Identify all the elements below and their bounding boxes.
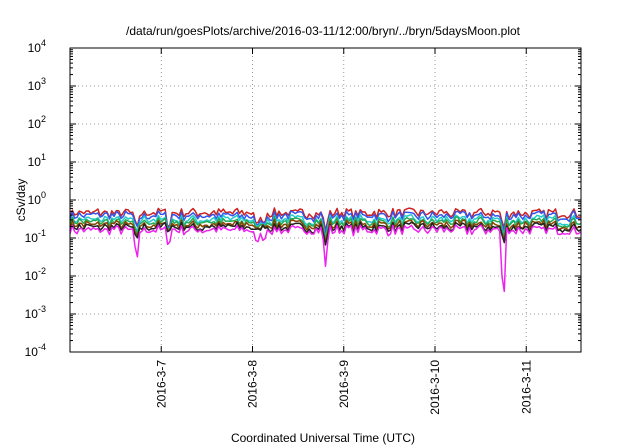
y-tick-label: 10-1 [25, 228, 46, 245]
y-tick-label: 100 [28, 190, 46, 207]
y-axis-label: cSv/day [14, 179, 28, 222]
series-line [69, 210, 582, 235]
x-axis: 2016-3-7 2016-3-8 2016-3-9 2016-3-10 2016-3-… [154, 48, 533, 415]
y-tick-label: 103 [28, 76, 46, 93]
x-tick-label: 2016-3-10 [428, 360, 442, 415]
y-tick-label: 104 [28, 38, 46, 55]
x-tick-label: 2016-3-7 [154, 360, 168, 408]
x-tick-label: 2016-3-11 [519, 360, 533, 414]
series-group [69, 207, 582, 293]
series-line [69, 224, 582, 293]
x-tick-label: 2016-3-8 [246, 360, 260, 408]
grid [70, 48, 581, 352]
y-tick-label: 10-2 [25, 266, 46, 283]
y-tick-label: 10-4 [25, 342, 46, 359]
y-tick-label: 10-3 [25, 304, 46, 321]
y-axis: 10-4 10-3 10-2 10-1 100 101 102 103 104 [25, 38, 581, 359]
x-tick-label: 2016-3-9 [337, 360, 351, 408]
y-tick-label: 101 [28, 152, 46, 169]
chart-title: /data/run/goesPlots/archive/2016-03-11/1… [126, 24, 521, 38]
series-line [69, 221, 582, 246]
x-axis-label: Coordinated Universal Time (UTC) [231, 431, 415, 445]
y-tick-label: 102 [28, 114, 46, 131]
